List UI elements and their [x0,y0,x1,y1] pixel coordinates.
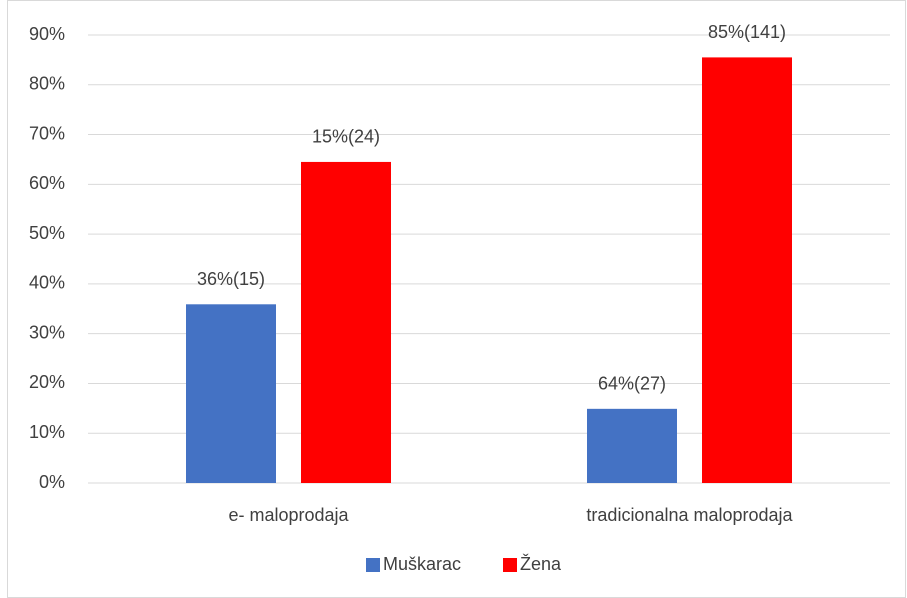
x-tick-label: tradicionalna maloprodaja [586,505,793,525]
legend-swatch [366,558,380,572]
data-label: 85%(141) [708,22,786,42]
x-tick-label: e- maloprodaja [228,505,349,525]
y-tick-label: 30% [29,322,65,342]
bar [186,304,276,483]
y-tick-label: 0% [39,472,65,492]
y-tick-label: 70% [29,123,65,143]
y-tick-label: 90% [29,24,65,44]
y-tick-label: 20% [29,372,65,392]
data-label: 15%(24) [312,127,380,147]
bar [587,408,677,483]
y-tick-label: 60% [29,173,65,193]
y-tick-label: 10% [29,422,65,442]
y-tick-label: 40% [29,273,65,293]
bar [702,57,792,484]
legend-swatch [503,558,517,572]
legend-label: Muškarac [383,554,461,574]
legend-label: Žena [520,554,562,574]
data-label: 64%(27) [598,374,666,394]
data-label: 36%(15) [197,269,265,289]
bar [301,161,391,483]
y-tick-label: 80% [29,74,65,94]
y-tick-label: 50% [29,223,65,243]
